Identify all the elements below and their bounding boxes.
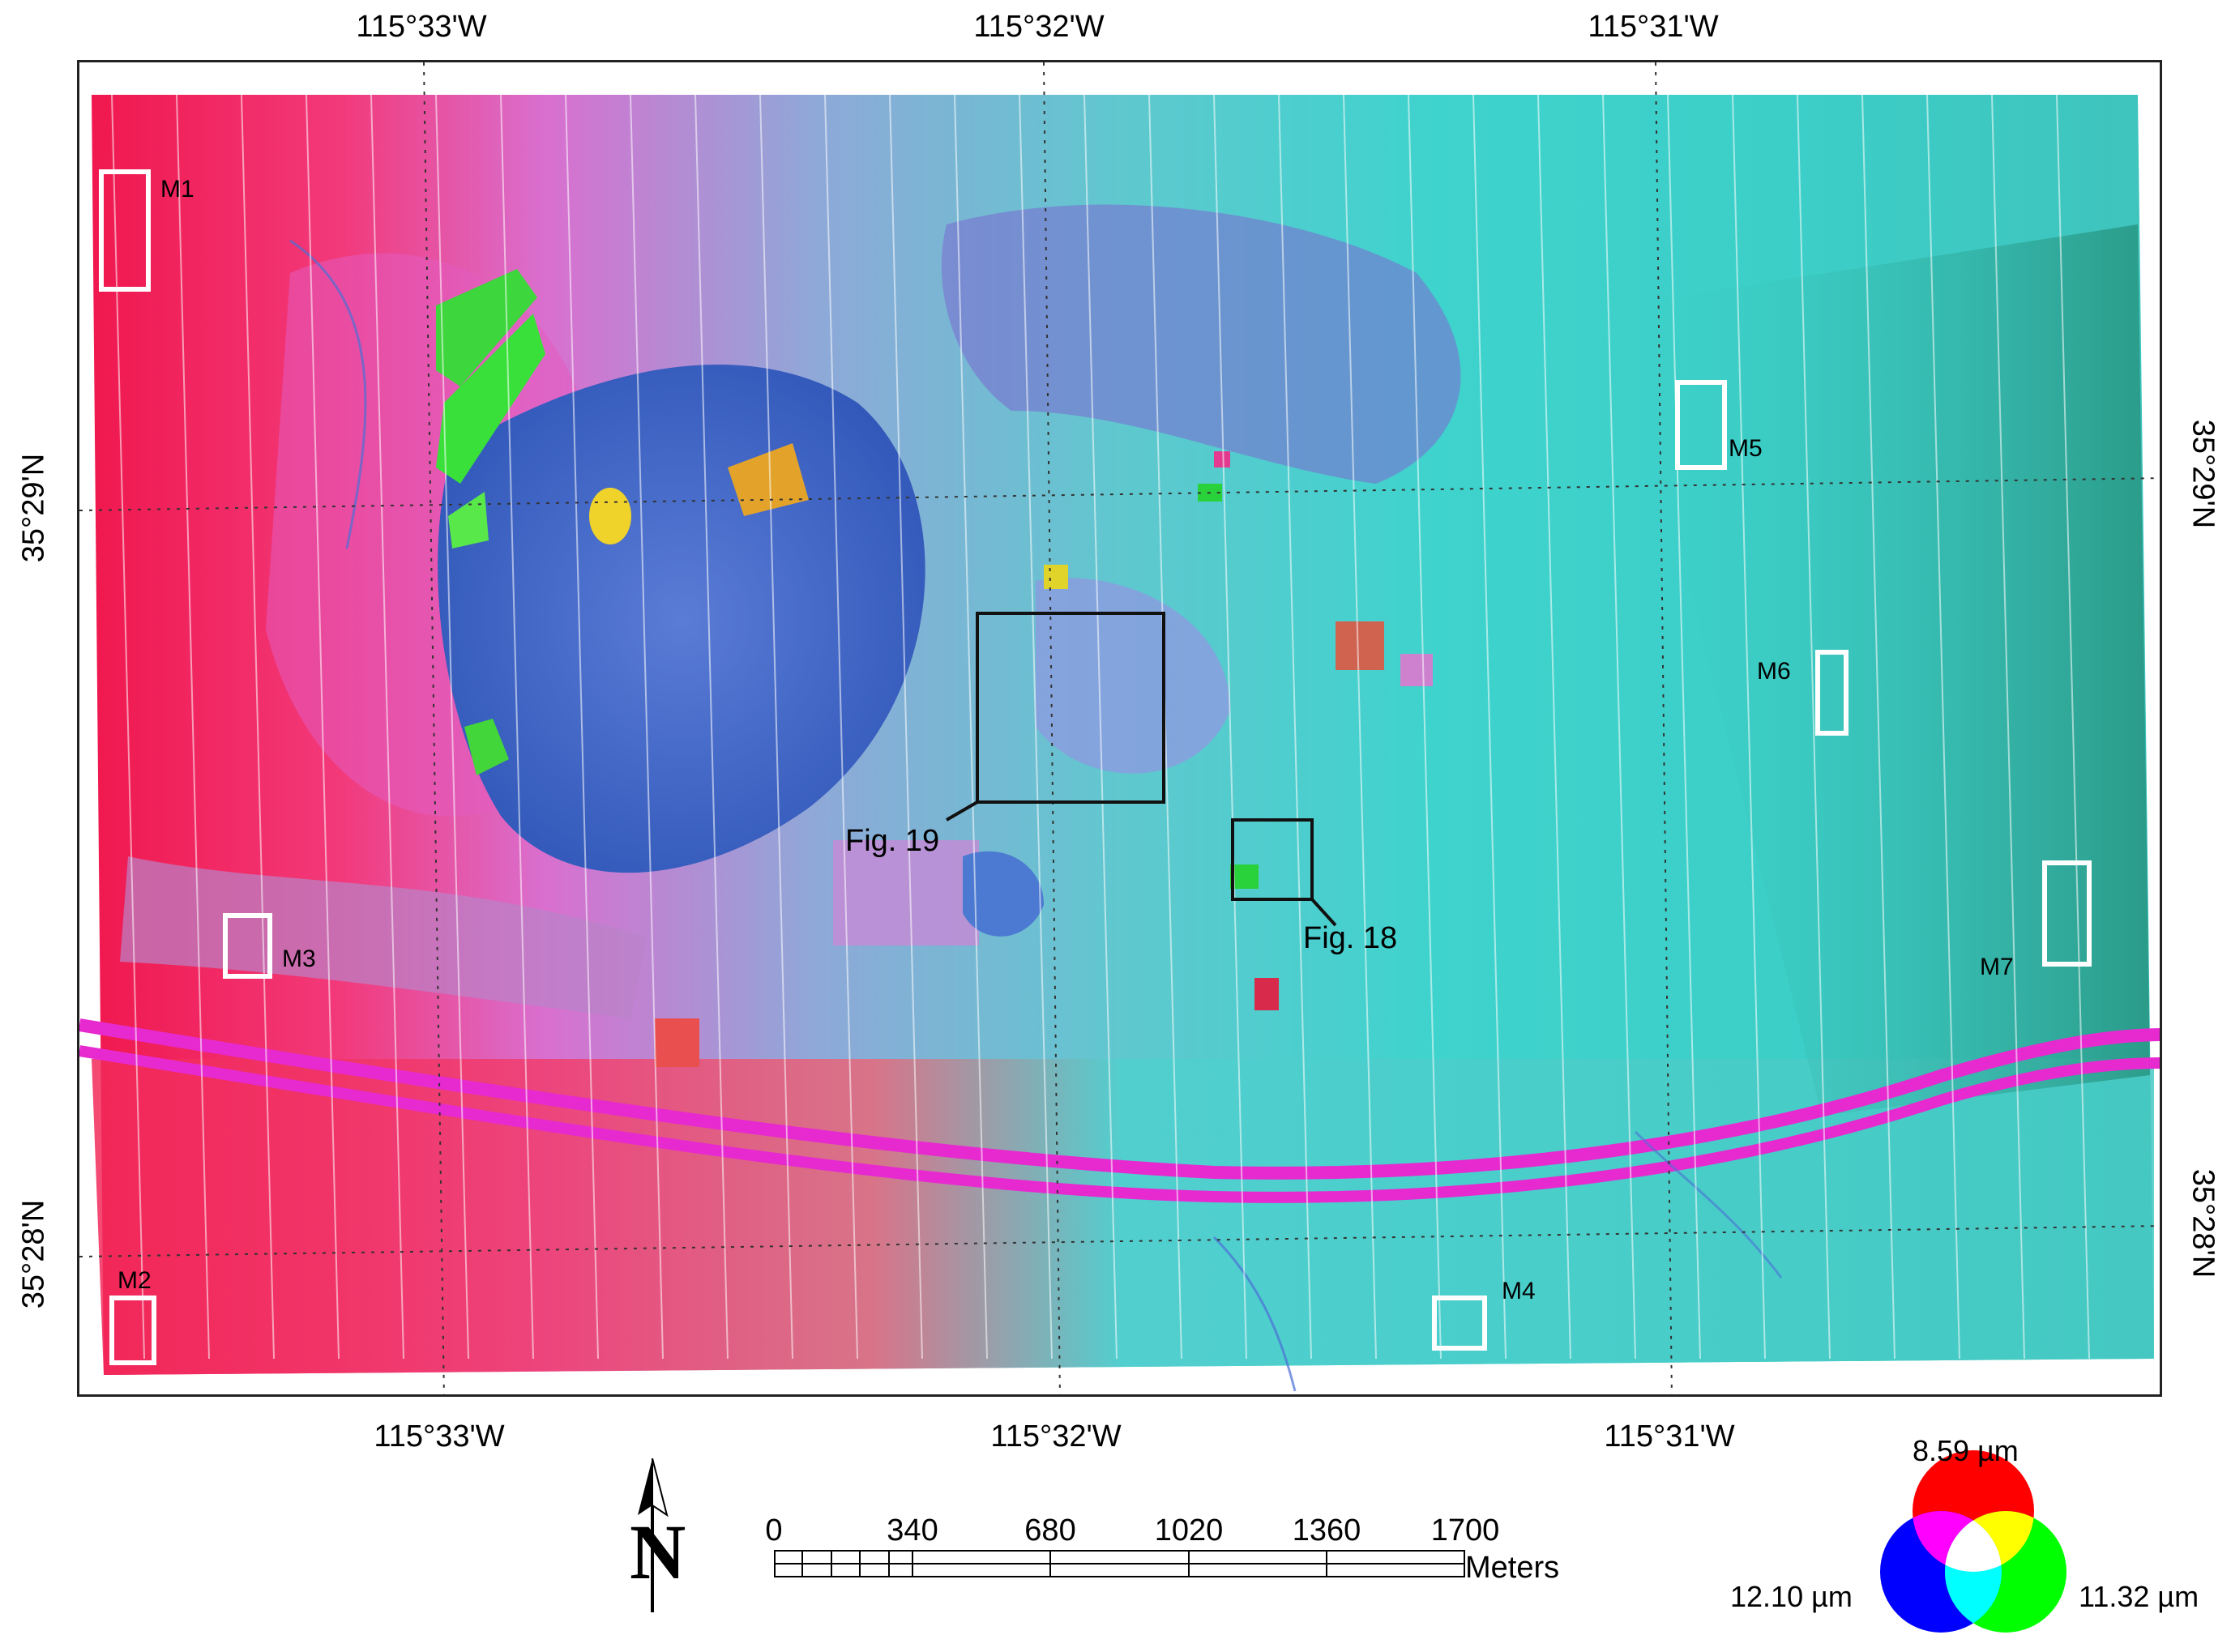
scale-tick-5: 1700	[1430, 1513, 1500, 1547]
lon-label-bottom-1: 115°33'W	[374, 1419, 505, 1454]
legend-green-label: 11.32 µm	[2079, 1580, 2199, 1613]
north-arrow: N	[620, 1458, 686, 1612]
lat-label-right-2: 35°28'N	[2186, 1168, 2220, 1278]
lon-label-bottom-2: 115°32'W	[990, 1419, 1122, 1454]
flightline-seams	[111, 94, 2090, 1360]
site-box-m6	[1815, 650, 1848, 736]
false-color-image	[79, 62, 2160, 1394]
lon-label-top-1: 115°33'W	[356, 10, 487, 44]
fig19-box	[976, 612, 1165, 804]
lon-label-top-2: 115°32'W	[973, 10, 1105, 44]
scale-tick-0: 0	[765, 1513, 783, 1547]
fig18-leader	[1310, 898, 1337, 927]
site-box-m1	[99, 169, 151, 292]
north-letter: N	[630, 1509, 686, 1595]
lat-label-right-1: 35°29'N	[2186, 419, 2220, 529]
site-label-m4: M4	[1502, 1278, 1536, 1304]
north-arrow-icon	[638, 1458, 669, 1612]
scale-bar-graphic	[774, 1550, 1465, 1577]
fig19-leader	[945, 800, 979, 822]
fig18-box	[1231, 818, 1314, 901]
site-box-m7	[2042, 860, 2092, 967]
site-box-m3	[223, 913, 272, 979]
scale-unit: Meters	[1465, 1551, 1560, 1585]
site-label-m7: M7	[1980, 954, 2014, 980]
site-box-m2	[109, 1296, 156, 1365]
scale-tick-3: 1020	[1154, 1513, 1224, 1547]
highway	[79, 1018, 2160, 1180]
lat-label-left-1: 35°29'N	[16, 453, 51, 563]
graticule-lines	[79, 62, 2160, 1394]
site-label-m5: M5	[1729, 435, 1763, 462]
site-label-m2: M2	[118, 1267, 152, 1294]
lat-label-left-2: 35°28'N	[16, 1199, 51, 1309]
site-box-m5	[1675, 380, 1727, 470]
scale-tick-1: 340	[887, 1513, 938, 1547]
scale-tick-2: 680	[1024, 1513, 1076, 1547]
legend-blue-label: 12.10 µm	[1730, 1580, 1853, 1613]
legend-red-label: 8.59 µm	[1913, 1434, 2019, 1467]
map-frame: M1 M2 M3 M4 M5 M6 M7 Fig. 19 Fig. 18	[77, 60, 2162, 1397]
rgb-venn-diagram	[1880, 1450, 2066, 1633]
fig18-label: Fig. 18	[1303, 921, 1398, 955]
rgb-legend: 8.59 µm 12.10 µm 11.32 µm	[1730, 1434, 2231, 1652]
site-box-m4	[1432, 1296, 1487, 1351]
lon-label-bottom-3: 115°31'W	[1604, 1419, 1735, 1454]
site-label-m1: M1	[160, 176, 194, 203]
lon-label-top-3: 115°31'W	[1588, 10, 1719, 44]
scale-tick-4: 1360	[1292, 1513, 1361, 1547]
site-label-m3: M3	[282, 946, 316, 972]
scale-bar	[774, 1550, 1465, 1577]
fig19-label: Fig. 19	[845, 824, 940, 858]
site-label-m6: M6	[1757, 658, 1791, 685]
